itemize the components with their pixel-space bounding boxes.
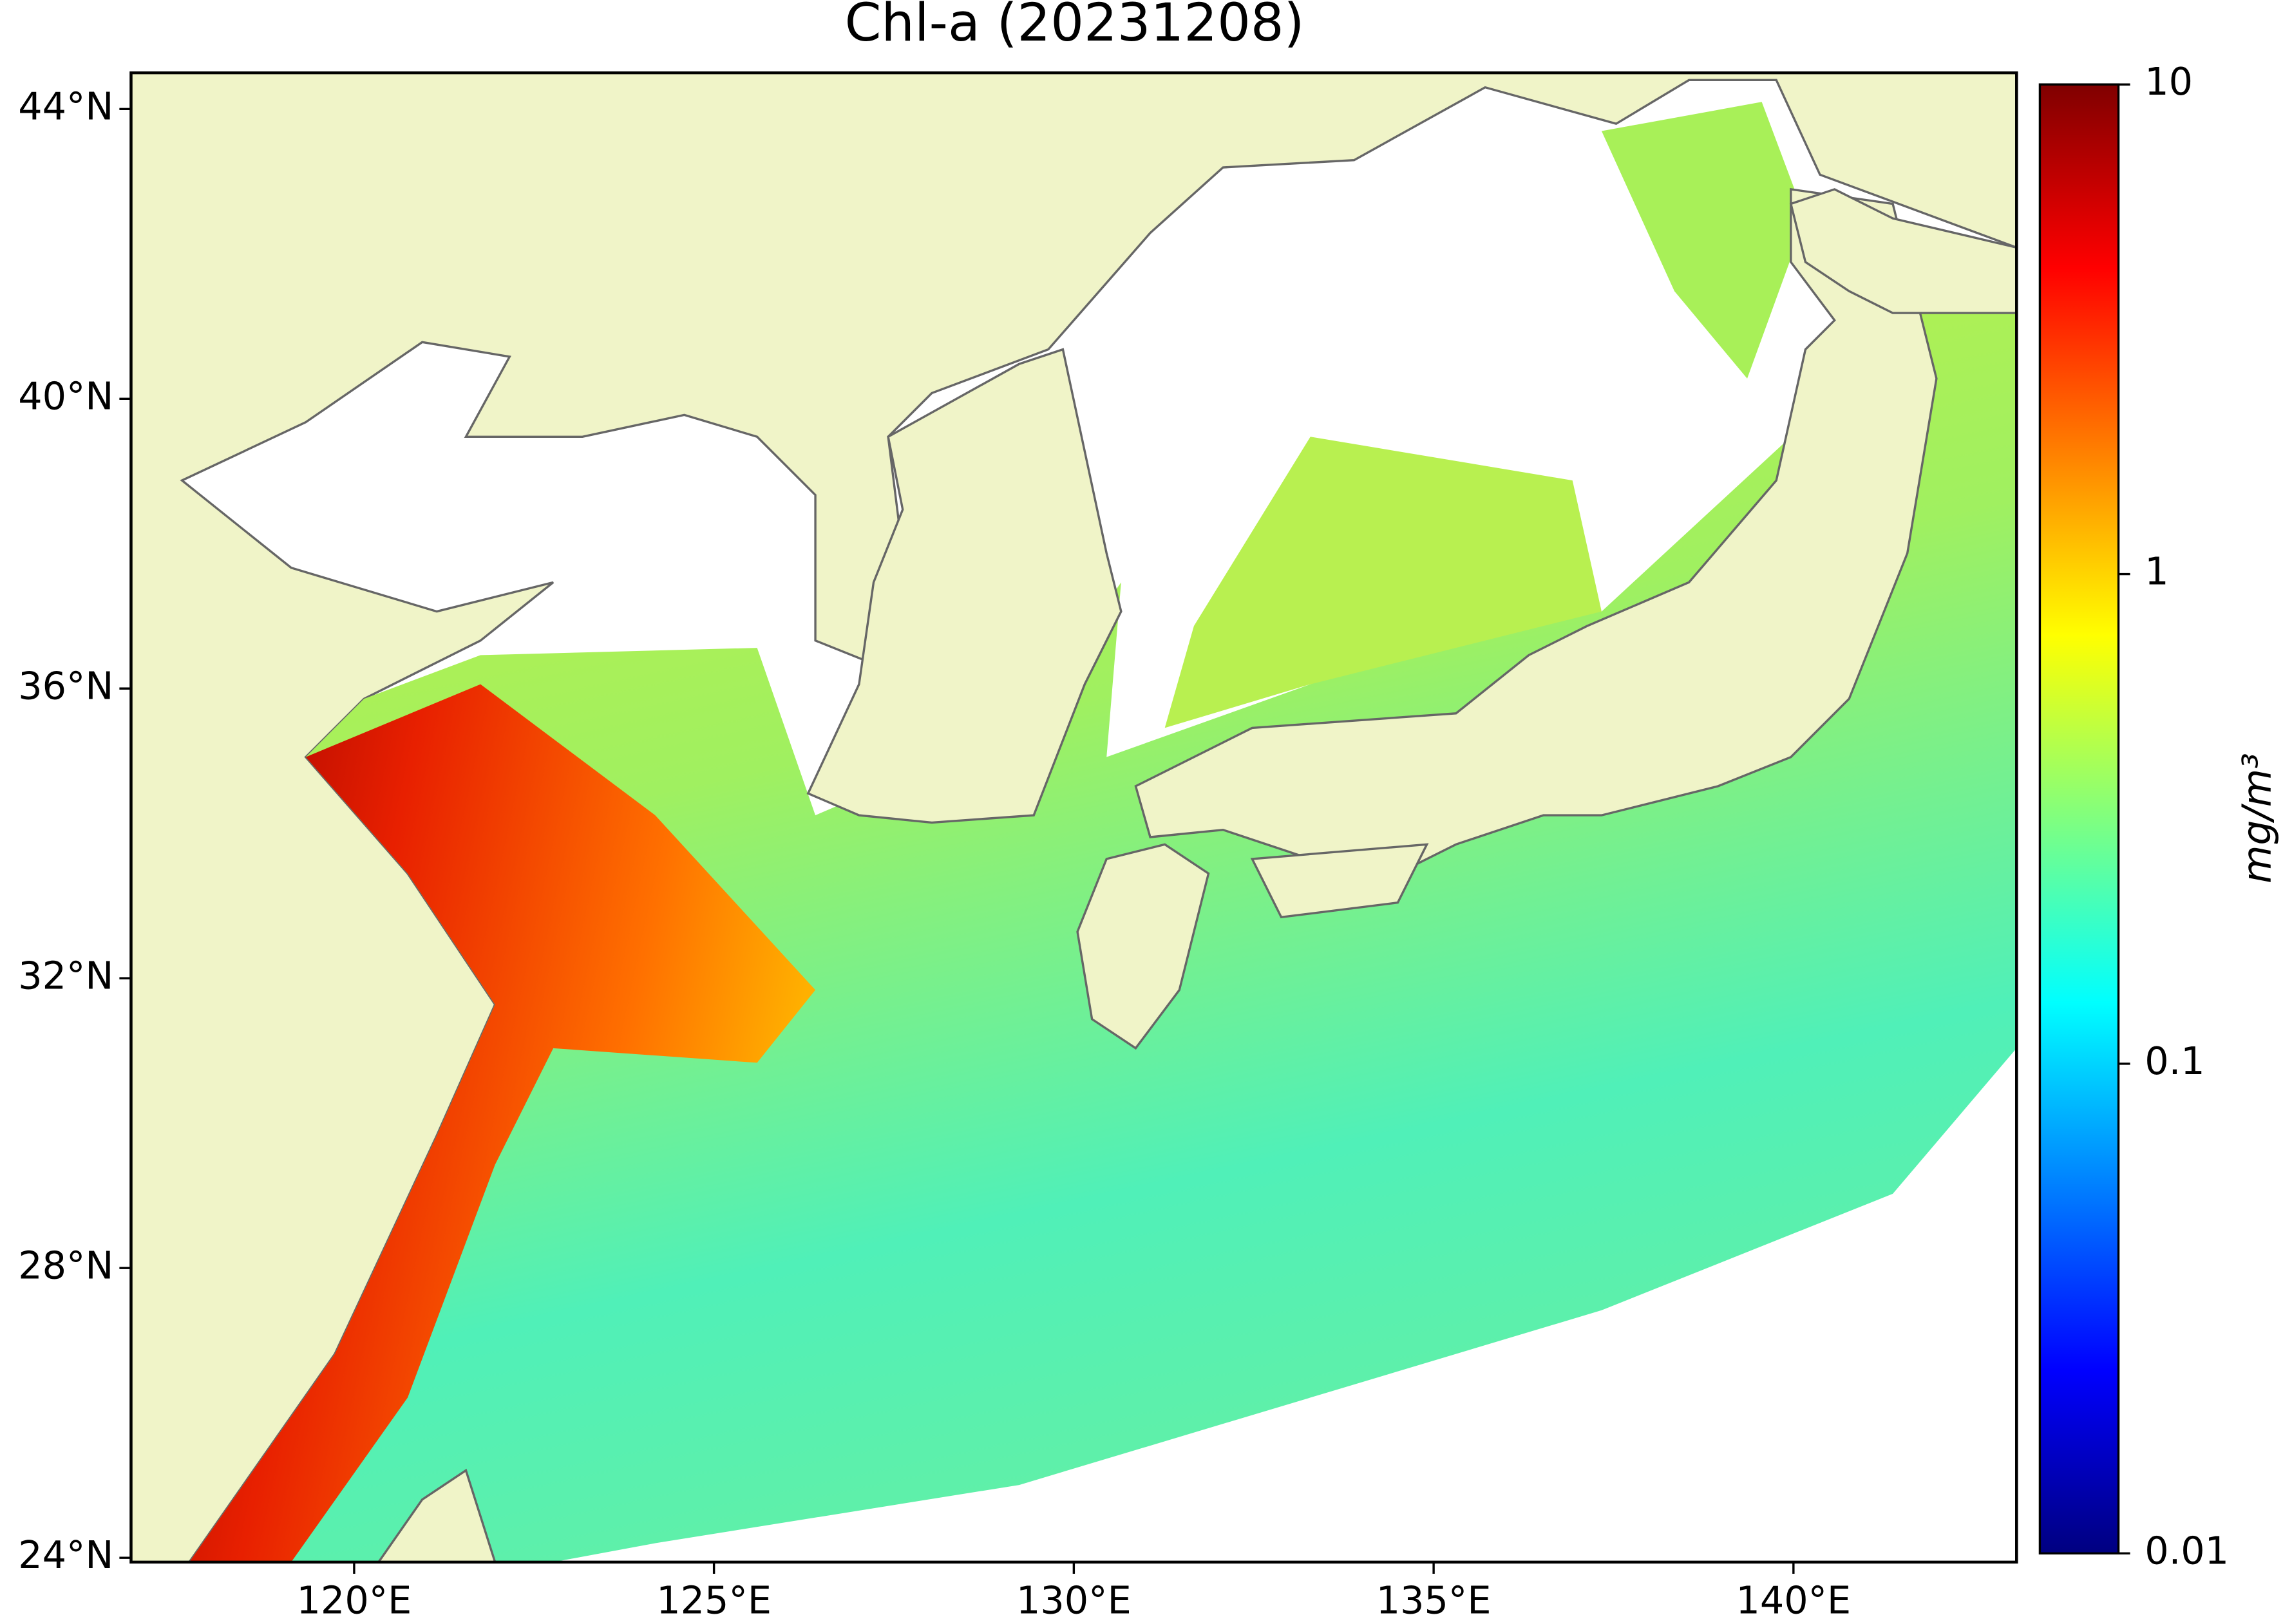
colorbar-tick-label: 10 xyxy=(2145,59,2193,104)
kyushu xyxy=(1076,843,1210,1050)
x-tick-label: 140°E xyxy=(1736,1578,1852,1622)
chart-title: Chl-a (20231208) xyxy=(845,0,1305,53)
chlorophyll-field xyxy=(1164,437,1602,728)
y-tick-label: 36°N xyxy=(18,663,113,708)
x-tick-label: 135°E xyxy=(1376,1578,1492,1622)
colorbar-tick-label: 0.1 xyxy=(2145,1039,2204,1083)
x-tick-label: 125°E xyxy=(656,1578,772,1622)
colorbar-tick-label: 0.01 xyxy=(2145,1528,2229,1572)
x-tick-label: 120°E xyxy=(297,1578,412,1622)
chlorophyll-field xyxy=(1601,102,1806,379)
y-tick-label: 28°N xyxy=(18,1243,113,1287)
chlorophyll-plume xyxy=(189,684,816,1562)
colorbar-label: mg/m³ xyxy=(2234,753,2280,883)
y-tick-label: 40°N xyxy=(18,373,113,418)
x-tick-label: 130°E xyxy=(1016,1578,1132,1622)
hokkaido xyxy=(1789,188,2017,314)
y-tick-label: 44°N xyxy=(18,84,113,128)
korea xyxy=(806,348,1123,824)
colorbar xyxy=(2038,83,2120,1555)
taiwan xyxy=(377,1468,497,1562)
y-tick-label: 32°N xyxy=(18,953,113,997)
y-tick-label: 24°N xyxy=(18,1533,113,1577)
shikoku xyxy=(1250,843,1429,919)
honshu xyxy=(1134,187,1938,875)
map xyxy=(131,73,2017,1562)
colorbar-tick-label: 1 xyxy=(2145,549,2168,594)
